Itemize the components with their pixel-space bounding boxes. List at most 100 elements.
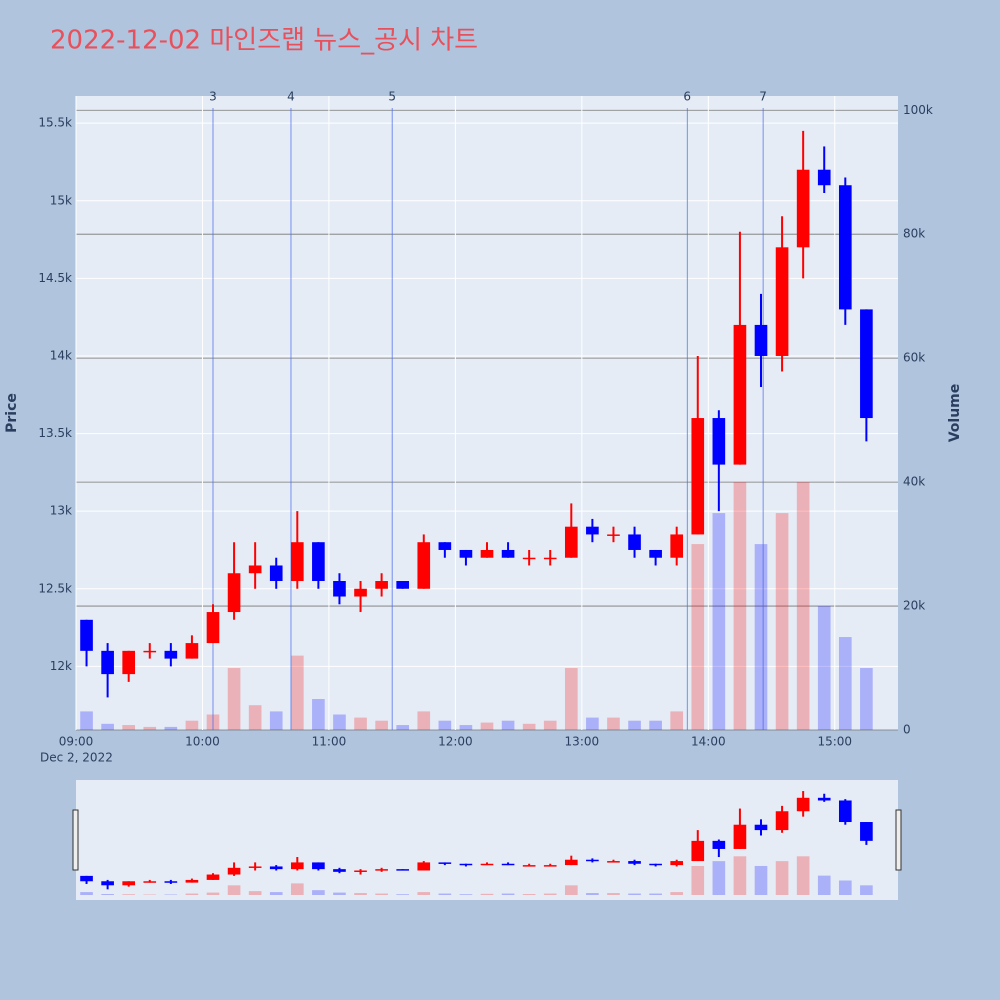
- y-tick-label: 12k: [50, 659, 72, 673]
- y-tick-label: 12.5k: [38, 581, 72, 595]
- candle-body: [838, 185, 852, 310]
- volume-bar-mini: [375, 893, 388, 895]
- volume-bar-mini: [775, 861, 789, 895]
- candle-body: [438, 542, 452, 550]
- range-slider[interactable]: [76, 780, 898, 900]
- volume-bar: [691, 544, 705, 730]
- volume-bar: [607, 717, 620, 730]
- candle-body: [649, 549, 662, 558]
- candle-body-mini: [607, 861, 620, 863]
- volume-bar: [775, 513, 789, 730]
- candle-body: [164, 650, 178, 659]
- volume-bar: [628, 720, 641, 730]
- chart-title: 2022-12-02 마인즈랩 뉴스_공시 차트: [50, 26, 478, 56]
- volume-bar: [101, 723, 114, 730]
- candle-body-mini: [691, 840, 705, 862]
- candle-body-mini: [101, 881, 114, 886]
- candle-body-mini: [164, 881, 178, 883]
- volume-bar-mini: [101, 894, 114, 895]
- candle-body: [754, 324, 768, 356]
- volume-bar: [754, 544, 768, 730]
- news-label: 3: [209, 90, 217, 104]
- volume-bar: [586, 717, 599, 730]
- y-tick-label: 15.5k: [38, 116, 72, 130]
- volume-bar-mini: [564, 885, 578, 895]
- news-label: 5: [388, 90, 396, 104]
- candle-body: [607, 534, 620, 536]
- y-tick-label: 14k: [50, 348, 72, 362]
- candle-body: [775, 247, 789, 356]
- candle-body: [354, 588, 367, 597]
- candle-body-mini: [143, 881, 157, 883]
- volume-bar-mini: [185, 893, 199, 895]
- y-tick-label: 14.5k: [38, 271, 72, 285]
- candle-body: [227, 573, 241, 613]
- volume-bar-mini: [459, 894, 473, 895]
- candle-body: [206, 612, 220, 644]
- candle-body-mini: [501, 863, 515, 866]
- candle-body: [564, 526, 578, 558]
- candle-body: [417, 542, 431, 589]
- volume-bar-mini: [607, 893, 620, 895]
- y-axis-title: Price: [4, 393, 20, 433]
- range-handle[interactable]: [72, 809, 79, 871]
- candle-body: [691, 418, 705, 535]
- volume-bar-mini: [269, 892, 283, 895]
- candle-body: [628, 534, 641, 550]
- volume-bar-mini: [670, 892, 684, 895]
- candle-body-mini: [459, 863, 473, 866]
- candle-body-mini: [290, 862, 304, 870]
- range-handle[interactable]: [895, 809, 902, 871]
- volume-bar-mini: [838, 880, 852, 895]
- candle-body-mini: [396, 869, 410, 871]
- candle-body-mini: [712, 840, 726, 849]
- candle-body: [796, 169, 810, 248]
- volume-bar: [817, 606, 831, 730]
- volume-bar-mini: [501, 893, 515, 895]
- candle-body: [396, 581, 410, 589]
- candle-body: [185, 643, 199, 659]
- volume-bar: [417, 711, 431, 730]
- volume-bar: [733, 482, 747, 730]
- candle-body-mini: [564, 859, 578, 866]
- x-tick-label: 13:00: [565, 735, 600, 749]
- y2-axis-title: Volume: [947, 384, 963, 443]
- y2-tick-label: 100k: [903, 103, 933, 117]
- volume-bar: [143, 726, 157, 730]
- volume-bar: [543, 720, 557, 730]
- volume-bar-mini: [122, 894, 136, 895]
- candle-body: [501, 549, 515, 558]
- volume-bar: [712, 513, 726, 730]
- volume-bar: [670, 711, 684, 730]
- candle-body-mini: [227, 867, 241, 875]
- candle-body-mini: [670, 861, 684, 866]
- candle-body-mini: [375, 869, 388, 871]
- candle-body-mini: [333, 869, 346, 872]
- volume-bar-mini: [796, 856, 810, 895]
- y-tick-label: 15k: [50, 193, 72, 207]
- candle-body: [670, 534, 684, 558]
- volume-bar-mini: [754, 865, 768, 895]
- volume-bar: [860, 668, 873, 730]
- x-tick-label: 11:00: [312, 735, 347, 749]
- volume-bar-mini: [733, 856, 747, 895]
- candle-body: [459, 549, 473, 558]
- x-tick-label: 09:00: [59, 735, 94, 749]
- candle-body-mini: [754, 824, 768, 831]
- y2-tick-label: 60k: [903, 351, 925, 365]
- volume-bar: [248, 705, 262, 730]
- y-tick-label: 13.5k: [38, 426, 72, 440]
- volume-bar-mini: [206, 892, 220, 895]
- x-tick-label: 15:00: [817, 735, 852, 749]
- volume-bar-mini: [480, 893, 494, 895]
- volume-bar-mini: [312, 890, 325, 895]
- candle-body: [122, 650, 136, 675]
- candle-body-mini: [796, 797, 810, 812]
- volume-bar: [796, 482, 810, 730]
- candle-body-mini: [185, 879, 199, 883]
- candle-body-mini: [269, 866, 283, 870]
- candle-body: [860, 309, 873, 419]
- volume-bar-mini: [417, 892, 431, 895]
- volume-bar: [312, 699, 325, 730]
